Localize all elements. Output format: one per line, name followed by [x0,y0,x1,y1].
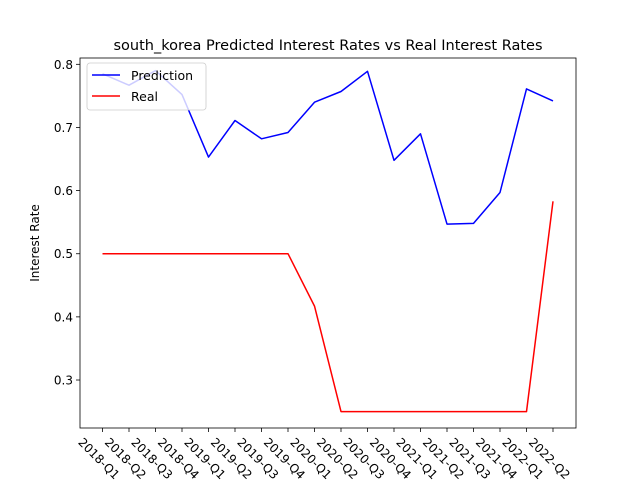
y-tick-label: 0.6 [54,184,73,198]
legend-label-prediction: Prediction [131,68,193,83]
y-axis-label: Interest Rate [28,204,42,282]
y-tick-label: 0.3 [54,374,73,388]
y-tick-label: 0.5 [54,247,73,261]
y-tick-label: 0.4 [54,310,73,324]
y-tick-label: 0.8 [54,58,73,72]
series-line-real [102,201,554,413]
x-axis: 2018-Q12018-Q22018-Q32018-Q42019-Q12019-… [75,428,573,480]
legend: Prediction Real [86,62,207,111]
y-tick-label: 0.7 [54,121,73,135]
y-axis: 0.3 0.4 0.5 0.6 0.7 0.8 [54,58,80,388]
plot-area [79,57,577,429]
legend-label-real: Real [131,89,158,104]
chart-title: south_korea Predicted Interest Rates vs … [113,38,542,54]
